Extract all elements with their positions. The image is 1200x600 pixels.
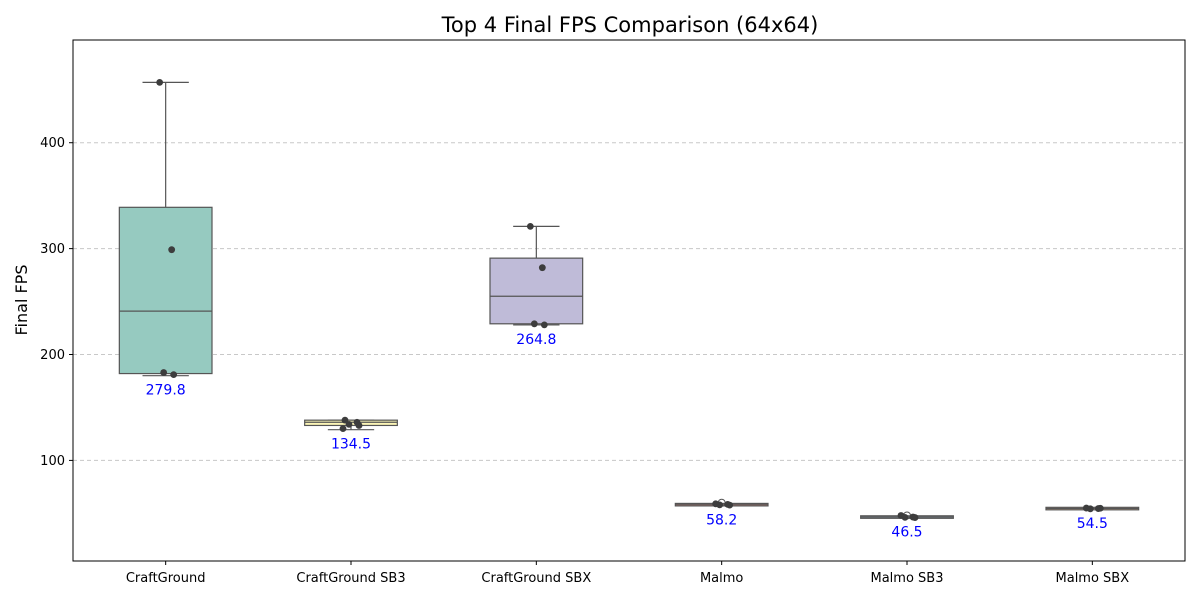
mean-label: 58.2 [706, 512, 737, 528]
data-point [170, 371, 178, 379]
plot-frame [72, 39, 1186, 562]
data-point [911, 514, 919, 521]
chart-title: Top 4 Final FPS Comparison (64x64) [441, 13, 819, 37]
data-point [530, 320, 538, 328]
mean-label: 264.8 [516, 332, 556, 348]
x-tick-label: Malmo SBX [1056, 571, 1130, 586]
data-point [168, 246, 176, 254]
y-tick-label: 300 [40, 242, 65, 257]
axes: 100 200 300 400 CraftGround CraftGround SB3 Cr… [40, 136, 1129, 586]
data-point [726, 501, 734, 509]
x-tick-label: Malmo [700, 571, 743, 586]
y-tick-label: 400 [40, 136, 65, 151]
data-point [540, 321, 548, 329]
data-point [160, 369, 168, 376]
data-points [156, 78, 1104, 521]
data-point [345, 420, 353, 428]
box [489, 257, 584, 325]
mean-labels: 279.8 134.5 264.8 58.2 46.5 54.5 [146, 332, 1108, 541]
y-tick-label: 200 [40, 348, 65, 363]
data-point [339, 425, 347, 433]
data-point [1096, 504, 1104, 512]
boxes [118, 81, 1140, 520]
data-point [156, 78, 164, 86]
data-point [1086, 505, 1094, 513]
x-tick-label: CraftGround [126, 571, 206, 586]
y-tick-label: 100 [40, 454, 65, 469]
x-tick-label: CraftGround SBX [481, 571, 591, 586]
grid-lines [73, 142, 1185, 461]
data-point [355, 422, 363, 429]
x-tick-label: Malmo SB3 [871, 571, 944, 586]
data-point [538, 264, 546, 272]
x-tick-label: CraftGround SB3 [296, 571, 405, 586]
data-point [716, 501, 724, 509]
data-point [526, 222, 534, 230]
data-point [901, 513, 909, 521]
y-axis-label: Final FPS [12, 265, 31, 336]
mean-label: 279.8 [146, 383, 186, 399]
mean-label: 46.5 [891, 525, 922, 541]
box [118, 206, 213, 375]
data-point [341, 416, 349, 424]
mean-label: 54.5 [1077, 516, 1108, 532]
mean-label: 134.5 [331, 437, 371, 453]
